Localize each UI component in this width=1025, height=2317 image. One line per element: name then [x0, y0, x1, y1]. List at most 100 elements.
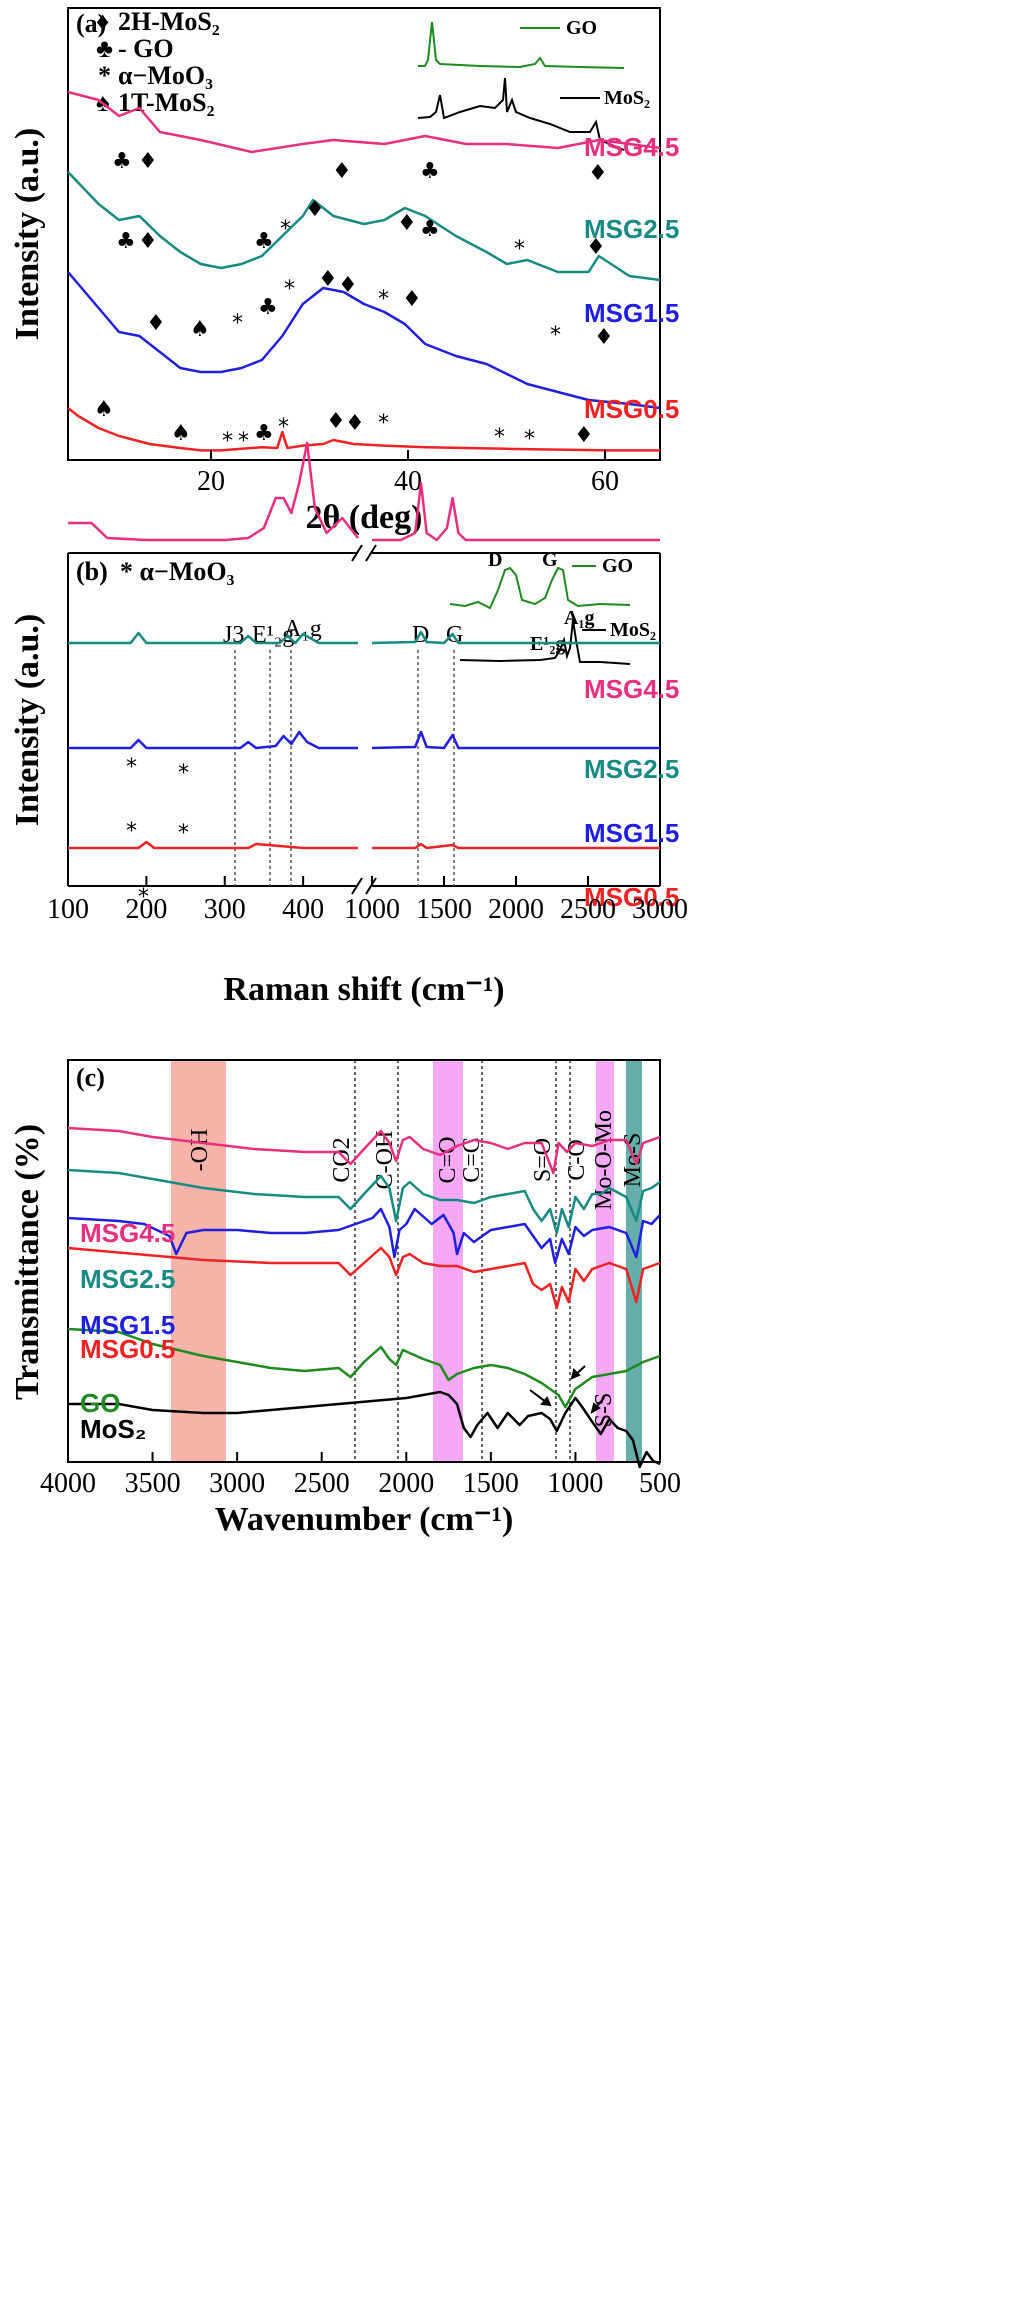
series-label-go: GO [80, 1388, 120, 1418]
legend-moo3-symbol: * [98, 61, 111, 90]
panel-c-xaxis: 4000 3500 3000 2500 2000 1500 1000 500 [40, 1452, 681, 1499]
series-line-msg2.5 [67, 171, 661, 282]
panel-a-xlabel: 2θ (deg) [306, 499, 423, 536]
band-label-oh: -OH [187, 1129, 213, 1172]
marker: ♦ [586, 235, 606, 260]
series-line-msg2.5 [67, 1168, 661, 1235]
xtick-label: 2000 [378, 1468, 434, 1499]
band-label-co2: CO2 [329, 1137, 355, 1182]
marker: * [514, 237, 525, 262]
inset-b-go-label: GO [602, 555, 633, 577]
marker: * [126, 755, 137, 780]
panel-b-tag: (b) [76, 557, 108, 586]
marker: ♠ [94, 397, 114, 422]
marker: ♦ [594, 325, 614, 350]
inset-mos2-label: MoS₂ [604, 87, 650, 109]
band-label-mos: Mo-S [620, 1133, 646, 1188]
legend-2h-mos2: 2H-MoS₂ [118, 7, 220, 36]
panel-c-guides [354, 1060, 571, 1462]
series-line-msg1.5 [68, 730, 358, 750]
legend-go: - GO [118, 34, 174, 63]
series-line-mos [68, 1390, 661, 1469]
panel-b-series-labels: MSG4.5 MSG2.5 MSG1.5 MSG0.5 [584, 674, 679, 912]
marker: ♦ [574, 423, 594, 448]
marker: * [222, 429, 233, 454]
series-line-msg0.5 [68, 840, 358, 850]
axis-break-top [351, 544, 377, 562]
marker: ♦ [402, 287, 422, 312]
inset-b-mos2-label: MoS₂ [610, 619, 656, 641]
band-label-c-o: C-O [564, 1139, 590, 1180]
series-label-msg0.5: MSG0.5 [80, 1334, 175, 1364]
arrow-head [540, 1396, 552, 1407]
xtick-label: 40 [394, 466, 422, 497]
marker: ♠ [190, 317, 210, 342]
inset-mos2-raman [459, 619, 631, 665]
panel-a-inset: GO MoS₂ [417, 17, 650, 151]
marker: ♦ [138, 229, 158, 254]
series-label-msg4.5: MSG4.5 [584, 674, 679, 704]
marker: ♦ [305, 197, 325, 222]
marker: * [378, 287, 389, 312]
marker: ♦ [146, 311, 166, 336]
panel-b-moo3-markers: * * * * * [126, 755, 189, 910]
marker: ♣ [254, 229, 274, 254]
inset-go-raman [449, 566, 631, 610]
series-line-msg4.5 [67, 90, 661, 154]
series-label-msg2.5: MSG2.5 [584, 754, 679, 784]
xtick-label: 3000 [632, 894, 688, 925]
marker: * [378, 411, 389, 436]
marker: * [178, 821, 189, 846]
legend-1t-mos2: 1T-MoS₂ [118, 88, 215, 117]
inset-go-line [418, 21, 625, 69]
panel-b-ylabel: Intensity (a.u.) [9, 614, 46, 827]
marker: ♣ [420, 217, 440, 242]
marker: ♣ [112, 149, 132, 174]
marker: ♦ [345, 411, 365, 436]
panel-a-markers: ♣ ♦ ♦ ♣ ♦ ♣ ♦ ♣ * ♦ ♦ ♣ * ♦ ♦ ♠ * ♣ * ♦ … [94, 149, 614, 454]
series-line-go [67, 1327, 661, 1409]
panel-a-series [67, 90, 661, 452]
panel-b-subtag: * α−MoO₃ [120, 557, 235, 586]
inset-b-g-label: G [542, 549, 558, 571]
inset-b-a1g-label: A₁g [564, 607, 594, 629]
panel-a-xaxis: 20 40 60 2θ (deg) [197, 450, 619, 536]
xtick-label: 60 [591, 466, 619, 497]
xtick-label: 2500 [294, 1468, 350, 1499]
marker: ♠ [171, 421, 191, 446]
panel-b-inset: D G GO A₁g E¹₂g MoS₂ [449, 549, 656, 665]
xtick-label: 1500 [463, 1468, 519, 1499]
xtick-label: 3000 [209, 1468, 265, 1499]
marker: ♦ [326, 409, 346, 434]
series-label-msg4.5: MSG4.5 [80, 1218, 175, 1248]
band-moomo [596, 1060, 614, 1462]
series-label-msg1.5: MSG1.5 [584, 818, 679, 848]
legend-go-symbol: ♣ [96, 34, 113, 63]
marker: * [280, 217, 291, 242]
series-line-msg2.5 [68, 631, 358, 645]
inset-b-d-label: D [488, 549, 502, 571]
marker: * [232, 311, 243, 336]
marker: ♦ [332, 159, 352, 184]
panel-c-frame [67, 1059, 661, 1463]
panel-c: (c) -OH CO2 C-OH C=O C=C S=O C-O Mo-O-Mo… [9, 1059, 681, 1538]
panel-c-series-labels: MSG4.5 MSG2.5 MSG1.5 MSG0.5 GO MoS₂ [80, 1218, 175, 1444]
series-line-msg0.5 [67, 1246, 661, 1310]
series-label-msg0.5: MSG0.5 [584, 394, 679, 424]
panel-a-series-labels: MSG4.5 MSG2.5 MSG1.5 MSG0.5 [584, 132, 679, 424]
marker: ♦ [138, 149, 158, 174]
arrow-head [590, 1402, 601, 1415]
panel-b-series [68, 441, 660, 850]
panel-b-xlabel: Raman shift (cm⁻¹) [223, 971, 504, 1008]
series-line-msg4.5 [68, 441, 359, 542]
marker: * [278, 415, 289, 440]
series-line-msg4.5 [372, 481, 660, 542]
band-label-c=o: C=O [435, 1137, 461, 1184]
panel-b-peak-guides [234, 650, 455, 886]
xtick-label: 20 [197, 466, 225, 497]
xtick-label: 100 [47, 894, 89, 925]
xtick-label: 200 [125, 894, 167, 925]
series-label-mos2: MoS₂ [80, 1414, 146, 1444]
marker: ♦ [318, 267, 338, 292]
